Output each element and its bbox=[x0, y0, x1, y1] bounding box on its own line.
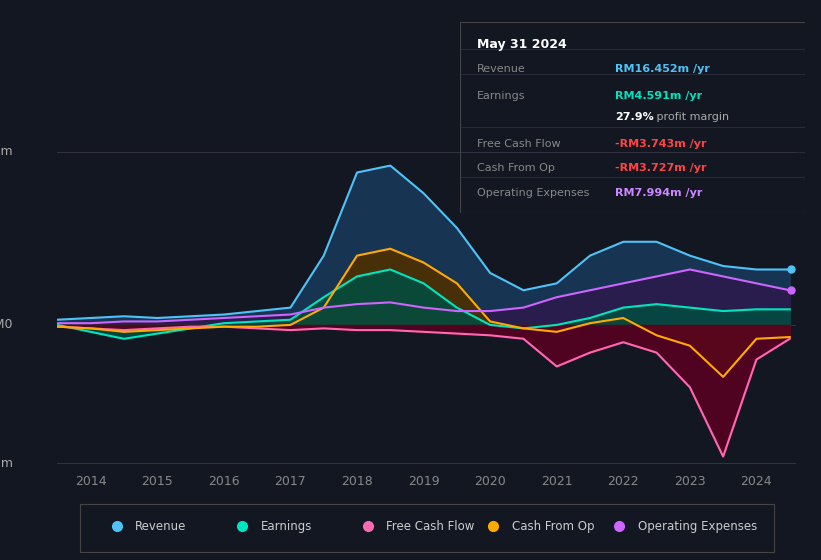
Text: Free Cash Flow: Free Cash Flow bbox=[387, 520, 475, 533]
Text: RM16.452m /yr: RM16.452m /yr bbox=[615, 64, 710, 74]
Text: RM0: RM0 bbox=[0, 319, 13, 332]
Text: Cash From Op: Cash From Op bbox=[512, 520, 594, 533]
Text: Revenue: Revenue bbox=[477, 64, 525, 74]
Text: -RM3.727m /yr: -RM3.727m /yr bbox=[615, 164, 706, 173]
Text: RM7.994m /yr: RM7.994m /yr bbox=[615, 188, 702, 198]
Text: Free Cash Flow: Free Cash Flow bbox=[477, 138, 561, 148]
Text: Operating Expenses: Operating Expenses bbox=[477, 188, 589, 198]
Text: Revenue: Revenue bbox=[135, 520, 186, 533]
Text: Cash From Op: Cash From Op bbox=[477, 164, 555, 173]
Text: Operating Expenses: Operating Expenses bbox=[638, 520, 757, 533]
Text: 27.9%: 27.9% bbox=[615, 112, 654, 122]
Text: Earnings: Earnings bbox=[261, 520, 312, 533]
Text: May 31 2024: May 31 2024 bbox=[477, 38, 566, 50]
Text: Earnings: Earnings bbox=[477, 91, 525, 101]
Text: -RM3.743m /yr: -RM3.743m /yr bbox=[615, 138, 706, 148]
Text: RM4.591m /yr: RM4.591m /yr bbox=[615, 91, 702, 101]
Text: RM50m: RM50m bbox=[0, 145, 13, 158]
Text: -RM40m: -RM40m bbox=[0, 457, 13, 470]
Text: profit margin: profit margin bbox=[653, 112, 729, 122]
